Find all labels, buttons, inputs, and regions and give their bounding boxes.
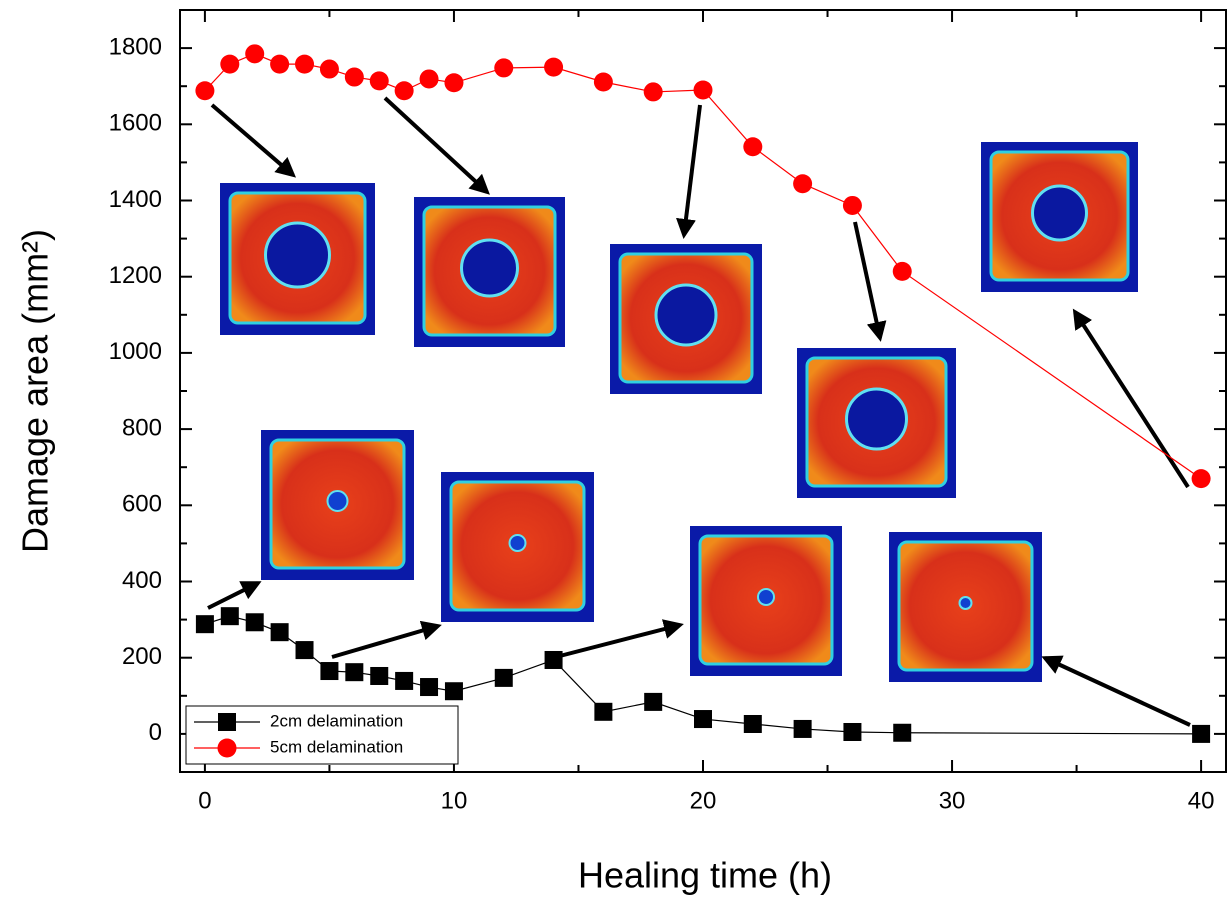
marker	[344, 67, 364, 87]
marker	[270, 623, 289, 642]
legend-label: 5cm delamination	[270, 737, 403, 756]
marker	[295, 641, 314, 660]
marker	[395, 671, 414, 690]
x-axis-title: Healing time (h)	[578, 855, 832, 896]
y-tick-label: 800	[122, 414, 162, 441]
arrow	[210, 103, 297, 178]
y-tick-label: 1800	[109, 33, 162, 60]
marker	[892, 261, 912, 281]
marker	[644, 692, 663, 711]
inset-defect	[264, 221, 331, 289]
y-tick-label: 1200	[109, 262, 162, 289]
x-tick-label: 30	[939, 787, 966, 814]
marker	[419, 69, 439, 89]
marker	[270, 54, 290, 74]
arrow	[1041, 655, 1191, 727]
marker	[593, 72, 613, 92]
marker	[544, 57, 564, 77]
marker	[195, 615, 214, 634]
y-tick-label: 1600	[109, 110, 162, 137]
y-tick-label: 1000	[109, 338, 162, 365]
y-tick-label: 0	[149, 719, 162, 746]
marker	[694, 710, 712, 729]
marker	[369, 71, 389, 91]
x-tick-label: 10	[441, 787, 468, 814]
marker	[320, 662, 339, 681]
marker	[444, 682, 463, 701]
arrow	[207, 581, 262, 610]
y-tick-label: 400	[122, 567, 162, 594]
y-tick-label: 600	[122, 491, 162, 518]
inset-defect	[326, 490, 349, 512]
inset-defect	[654, 283, 718, 347]
arrow	[1072, 308, 1190, 489]
insets	[220, 142, 1138, 682]
marker	[420, 678, 439, 697]
marker	[643, 82, 663, 102]
marker	[220, 54, 240, 74]
legend-label: 2cm delamination	[270, 711, 403, 730]
marker	[295, 54, 315, 74]
marker	[319, 59, 339, 79]
marker	[594, 702, 613, 721]
y-axis-title: Damage area (mm²)	[15, 229, 56, 553]
marker	[444, 73, 464, 93]
marker	[394, 81, 414, 101]
marker	[245, 44, 265, 64]
marker	[842, 195, 862, 215]
marker	[245, 613, 264, 632]
marker	[370, 666, 389, 685]
inset-defect	[757, 588, 775, 606]
marker	[1192, 724, 1211, 743]
arrow	[383, 96, 490, 195]
arrow	[551, 619, 684, 660]
marker	[793, 719, 812, 738]
inset-defect	[845, 387, 908, 451]
inset-defect	[460, 238, 519, 298]
marker	[843, 722, 862, 741]
arrow	[331, 620, 442, 659]
marker	[220, 607, 239, 626]
x-tick-label: 40	[1188, 787, 1215, 814]
marker	[693, 80, 713, 100]
marker	[743, 137, 763, 157]
marker	[544, 650, 563, 669]
x-tick-label: 0	[198, 787, 211, 814]
legend-marker	[217, 738, 237, 758]
y-tick-label: 1400	[109, 186, 162, 213]
marker	[494, 58, 514, 78]
marker	[743, 714, 762, 733]
legend-marker	[218, 713, 236, 731]
x-tick-label: 20	[690, 787, 717, 814]
inset-defect	[1031, 184, 1088, 242]
marker	[893, 723, 912, 742]
arrows	[207, 96, 1191, 727]
y-tick-label: 200	[122, 643, 162, 670]
marker	[1191, 469, 1211, 489]
arrow	[676, 104, 702, 239]
arrow	[853, 221, 887, 342]
marker	[793, 174, 813, 194]
marker	[494, 668, 513, 687]
marker	[195, 81, 215, 101]
inset-defect	[508, 534, 527, 552]
inset-defect	[958, 596, 973, 610]
marker	[345, 663, 364, 682]
